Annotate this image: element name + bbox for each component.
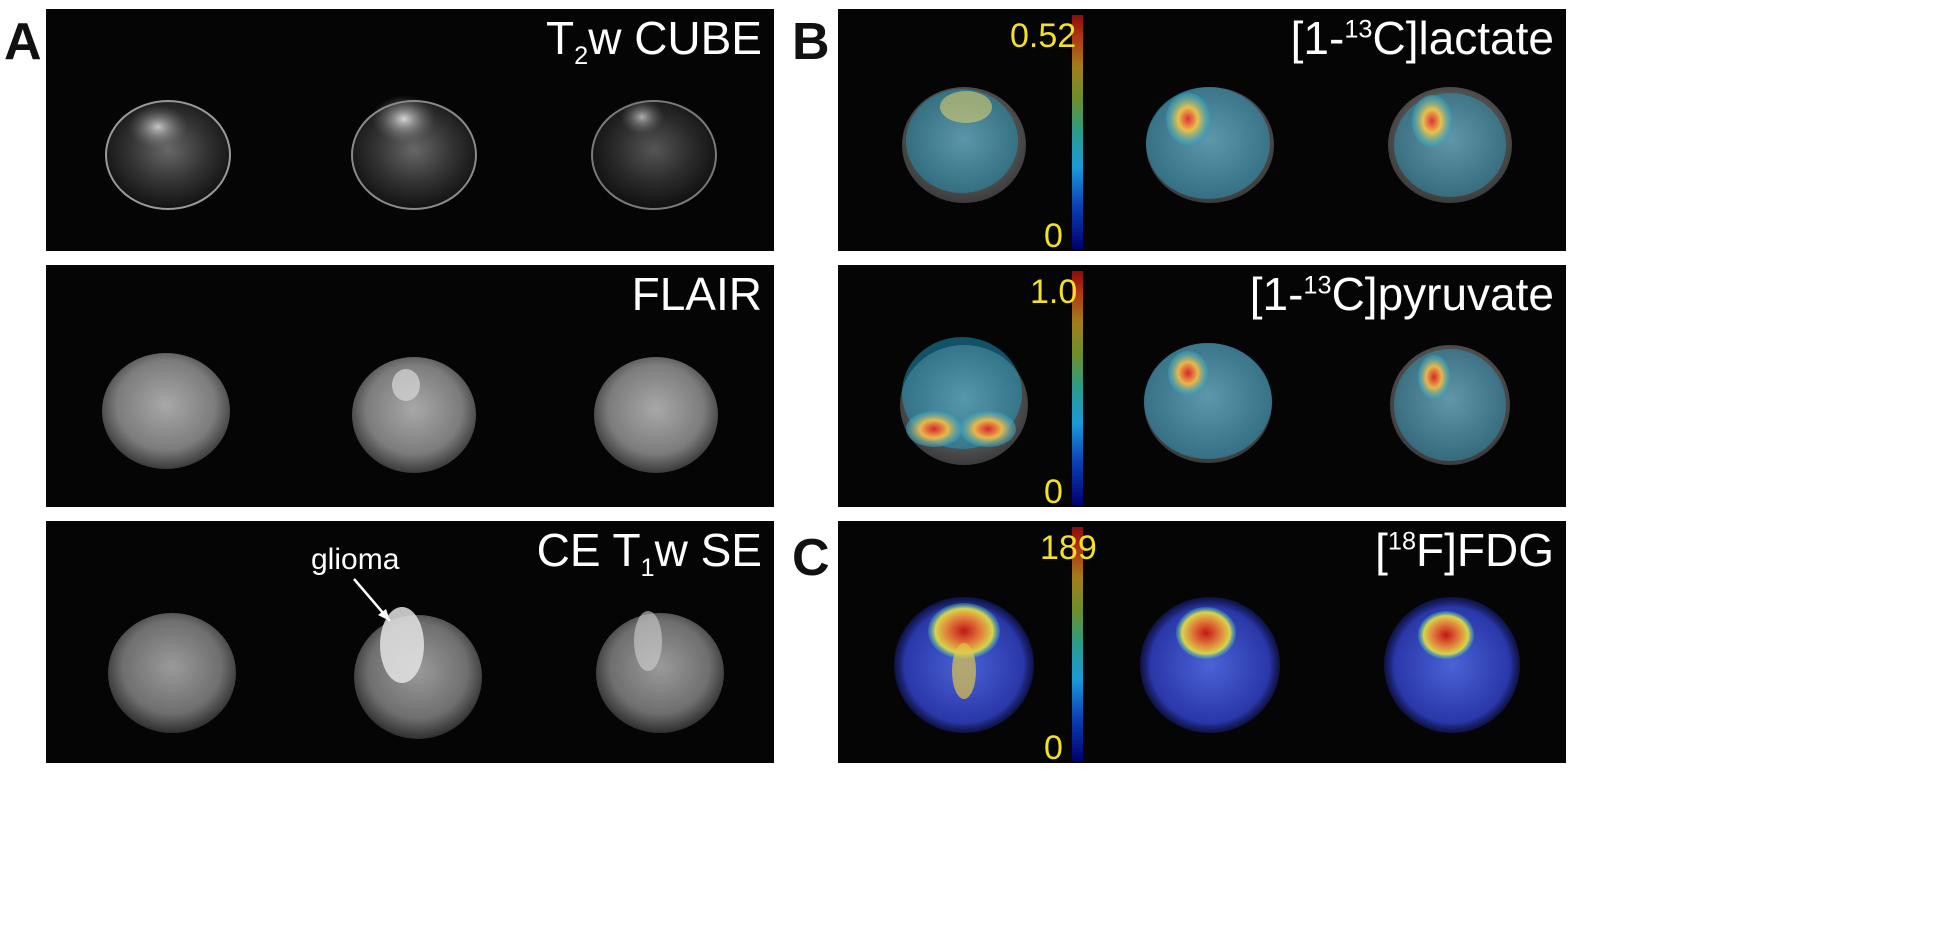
panel-title-flair: FLAIR xyxy=(631,268,762,320)
glioma-label: glioma xyxy=(311,543,400,576)
mri-images-flair xyxy=(102,353,718,473)
pyruvate-slice-3 xyxy=(1390,345,1510,465)
flair-slice-2 xyxy=(352,357,476,473)
scale-min-fdg: 0 xyxy=(1044,729,1063,763)
scale-min-pyruvate: 0 xyxy=(1044,473,1063,507)
fdg-slice-1 xyxy=(894,597,1034,733)
lactate-slice-2 xyxy=(1146,87,1274,203)
panel-letter-a: A xyxy=(4,13,42,71)
t2w-slice-1 xyxy=(105,100,231,210)
panel-ce-t1w-se: glioma CE T1w SE xyxy=(46,521,774,763)
scale-min-lactate: 0 xyxy=(1044,217,1063,251)
flair-slice-3 xyxy=(594,357,718,473)
glioma-region xyxy=(380,607,424,683)
scale-max-lactate: 0.52 xyxy=(1010,17,1077,55)
colorbar-fdg xyxy=(1072,527,1083,761)
t2w-slice-3 xyxy=(591,99,717,210)
panel-pyruvate: 1.0 0 [1-13C]pyruvate xyxy=(838,265,1566,507)
mri-images-t2w xyxy=(105,95,717,210)
scale-max-fdg: 189 xyxy=(1040,529,1097,567)
panel-title-ce-t1w: CE T1w SE xyxy=(536,524,762,583)
colorbar-pyruvate xyxy=(1072,271,1083,505)
panel-flair: FLAIR xyxy=(46,265,774,507)
t2w-slice-2 xyxy=(351,95,477,210)
ce-t1w-slice-3 xyxy=(596,613,724,733)
panel-lactate: 0.52 0 [1-13C]lactate xyxy=(838,9,1566,251)
pyruvate-slice-2 xyxy=(1144,343,1272,463)
panel-title-fdg: [18F]FDG xyxy=(1375,524,1554,576)
panel-title-pyruvate: [1-13C]pyruvate xyxy=(1249,268,1554,320)
panel-letter-c: C xyxy=(792,529,830,587)
lactate-slice-1 xyxy=(902,87,1026,203)
fdg-slice-3 xyxy=(1384,597,1520,733)
pyruvate-slice-1 xyxy=(900,337,1028,465)
pet-images-fdg xyxy=(894,597,1520,733)
ce-t1w-slice-1 xyxy=(108,613,236,733)
panel-letter-b: B xyxy=(792,13,830,71)
panel-title-lactate: [1-13C]lactate xyxy=(1290,12,1554,64)
panel-fdg: 189 0 [18F]FDG xyxy=(838,521,1566,763)
hp-images-pyruvate xyxy=(900,337,1510,465)
fdg-slice-2 xyxy=(1140,597,1280,733)
scale-max-pyruvate: 1.0 xyxy=(1030,273,1078,311)
colorbar-lactate xyxy=(1072,15,1083,249)
panel-t2w-cube: T2w CUBE xyxy=(46,9,774,251)
panel-title-t2w: T2w CUBE xyxy=(546,12,762,71)
lactate-slice-3 xyxy=(1388,87,1512,203)
flair-slice-1 xyxy=(102,353,230,469)
hp-images-lactate xyxy=(902,87,1512,203)
mri-images-ce-t1w xyxy=(108,607,724,739)
